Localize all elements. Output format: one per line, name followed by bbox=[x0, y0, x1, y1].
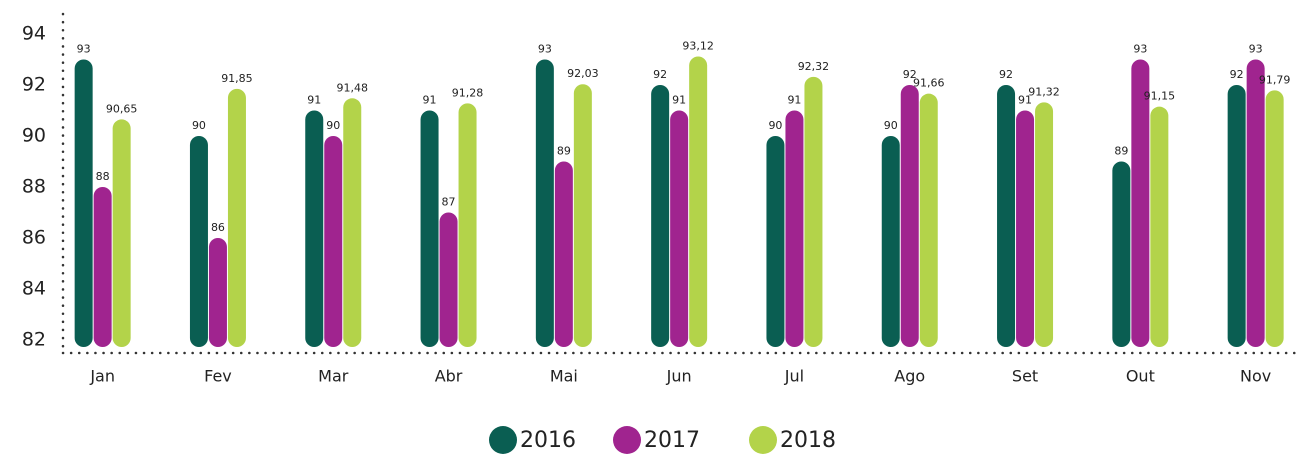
legend-swatch bbox=[489, 426, 517, 454]
value-label: 90 bbox=[192, 119, 206, 132]
bar bbox=[689, 56, 708, 347]
value-label: 91 bbox=[672, 94, 686, 107]
bar bbox=[343, 98, 362, 347]
value-label: 93 bbox=[1133, 43, 1147, 56]
x-tick-label: Fev bbox=[204, 367, 232, 386]
bar bbox=[458, 103, 477, 347]
bar bbox=[766, 136, 785, 347]
value-label: 88 bbox=[96, 170, 110, 183]
y-tick-label: 88 bbox=[22, 176, 46, 198]
bar bbox=[554, 161, 573, 347]
bar bbox=[670, 110, 689, 347]
value-label: 92 bbox=[653, 68, 667, 81]
value-label: 90 bbox=[884, 119, 898, 132]
bar bbox=[881, 136, 900, 347]
value-label: 92,32 bbox=[798, 60, 830, 73]
y-tick-label: 94 bbox=[22, 23, 46, 45]
x-tick-label: Jul bbox=[784, 367, 804, 386]
bar bbox=[785, 110, 804, 347]
value-label: 91,48 bbox=[337, 81, 369, 94]
bar bbox=[997, 85, 1016, 347]
bar bbox=[1246, 59, 1265, 347]
x-tick-label: Ago bbox=[894, 367, 925, 386]
value-label: 91,85 bbox=[221, 72, 253, 85]
value-label: 93 bbox=[77, 43, 91, 56]
value-label: 90 bbox=[326, 119, 340, 132]
bar bbox=[1112, 161, 1131, 347]
value-label: 90 bbox=[768, 119, 782, 132]
value-label: 91 bbox=[307, 94, 321, 107]
legend-swatch bbox=[749, 426, 777, 454]
bar bbox=[208, 238, 227, 347]
bar bbox=[900, 85, 919, 347]
x-tick-label: Abr bbox=[435, 367, 463, 386]
value-label: 91,28 bbox=[452, 86, 484, 99]
legend-label: 2017 bbox=[644, 428, 700, 453]
value-label: 91,32 bbox=[1028, 85, 1060, 98]
value-label: 93,12 bbox=[682, 39, 714, 52]
bar bbox=[651, 85, 670, 347]
bar bbox=[573, 84, 592, 348]
bar bbox=[1016, 110, 1035, 347]
bar bbox=[74, 59, 93, 347]
x-tick-label: Mai bbox=[550, 367, 578, 386]
bar bbox=[535, 59, 554, 347]
legend-label: 2016 bbox=[520, 428, 576, 453]
value-label: 91,66 bbox=[913, 77, 945, 90]
value-label: 87 bbox=[442, 196, 456, 209]
x-tick-label: Nov bbox=[1240, 367, 1271, 386]
value-label: 89 bbox=[1114, 145, 1128, 158]
bar bbox=[1035, 102, 1054, 347]
bar bbox=[189, 136, 208, 347]
value-label: 92 bbox=[903, 68, 917, 81]
value-label: 93 bbox=[538, 43, 552, 56]
value-label: 91 bbox=[1018, 94, 1032, 107]
bar bbox=[324, 136, 343, 347]
value-label: 91,15 bbox=[1144, 90, 1176, 103]
value-label: 92,03 bbox=[567, 67, 599, 80]
x-tick-label: Out bbox=[1126, 367, 1155, 386]
bar bbox=[1265, 90, 1284, 347]
bar bbox=[112, 119, 131, 347]
y-tick-label: 92 bbox=[22, 74, 46, 96]
value-label: 92 bbox=[1230, 68, 1244, 81]
y-tick-label: 84 bbox=[22, 278, 46, 300]
legend-label: 2018 bbox=[780, 428, 836, 453]
bar bbox=[93, 187, 112, 347]
bar bbox=[420, 110, 439, 347]
bar bbox=[227, 88, 246, 347]
bar bbox=[1227, 85, 1246, 347]
value-label: 91 bbox=[423, 94, 437, 107]
value-label: 92 bbox=[999, 68, 1013, 81]
bar bbox=[804, 76, 823, 347]
x-tick-label: Jan bbox=[89, 367, 115, 386]
y-tick-label: 86 bbox=[22, 227, 46, 249]
value-label: 91,79 bbox=[1259, 73, 1291, 86]
x-tick-label: Set bbox=[1012, 367, 1038, 386]
y-tick-label: 82 bbox=[22, 329, 46, 351]
legend-swatch bbox=[613, 426, 641, 454]
value-label: 91 bbox=[787, 94, 801, 107]
bar bbox=[439, 212, 458, 347]
value-label: 93 bbox=[1249, 43, 1263, 56]
bar bbox=[305, 110, 324, 347]
bar bbox=[919, 93, 938, 347]
value-label: 86 bbox=[211, 221, 225, 234]
y-tick-label: 90 bbox=[22, 125, 46, 147]
value-label: 90,65 bbox=[106, 102, 138, 115]
bar bbox=[1150, 106, 1169, 347]
value-label: 89 bbox=[557, 145, 571, 158]
x-tick-label: Jun bbox=[666, 367, 692, 386]
x-tick-label: Mar bbox=[318, 367, 349, 386]
bar bbox=[1131, 59, 1150, 347]
